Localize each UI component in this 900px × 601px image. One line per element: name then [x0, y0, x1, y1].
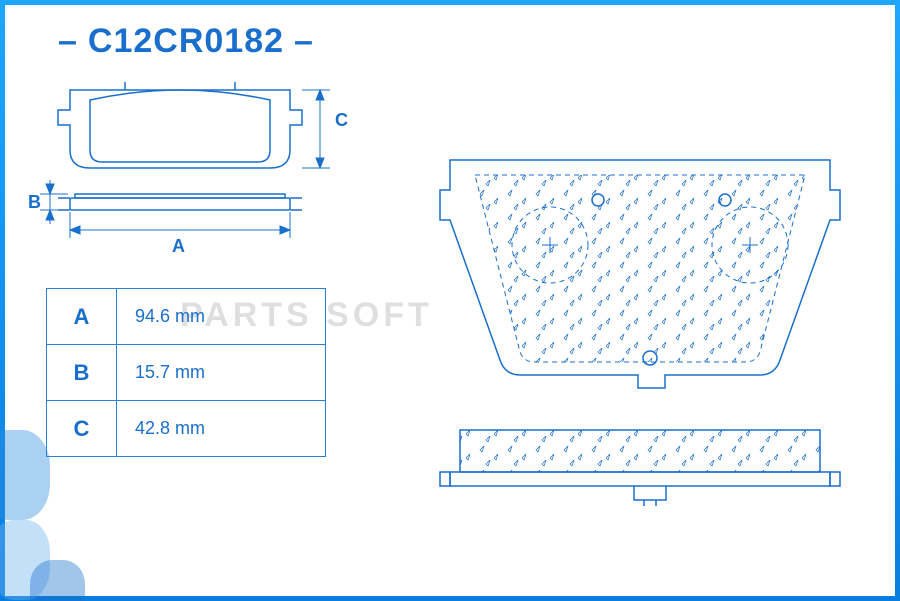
dim-label-c: C — [335, 110, 348, 131]
decor-blob — [30, 560, 85, 601]
spec-key-b: B — [47, 345, 117, 401]
diagram-top-left — [20, 70, 380, 310]
spec-val-c: 42.8 mm — [117, 401, 326, 457]
table-row: A 94.6 mm — [47, 289, 326, 345]
spec-key-a: A — [47, 289, 117, 345]
spec-table: A 94.6 mm B 15.7 mm C 42.8 mm — [46, 288, 326, 457]
spec-val-a: 94.6 mm — [117, 289, 326, 345]
dash-icon: – — [58, 22, 78, 60]
spec-key-c: C — [47, 401, 117, 457]
spec-val-b: 15.7 mm — [117, 345, 326, 401]
part-number-title: –C12CR0182– — [48, 22, 324, 61]
table-row: B 15.7 mm — [47, 345, 326, 401]
dim-label-a: A — [172, 236, 185, 257]
decor-blob — [0, 430, 50, 520]
table-row: C 42.8 mm — [47, 401, 326, 457]
diagram-right — [420, 140, 880, 560]
dim-label-b: B — [28, 192, 41, 213]
part-number-text: C12CR0182 — [88, 22, 284, 60]
dash-icon: – — [294, 22, 314, 60]
